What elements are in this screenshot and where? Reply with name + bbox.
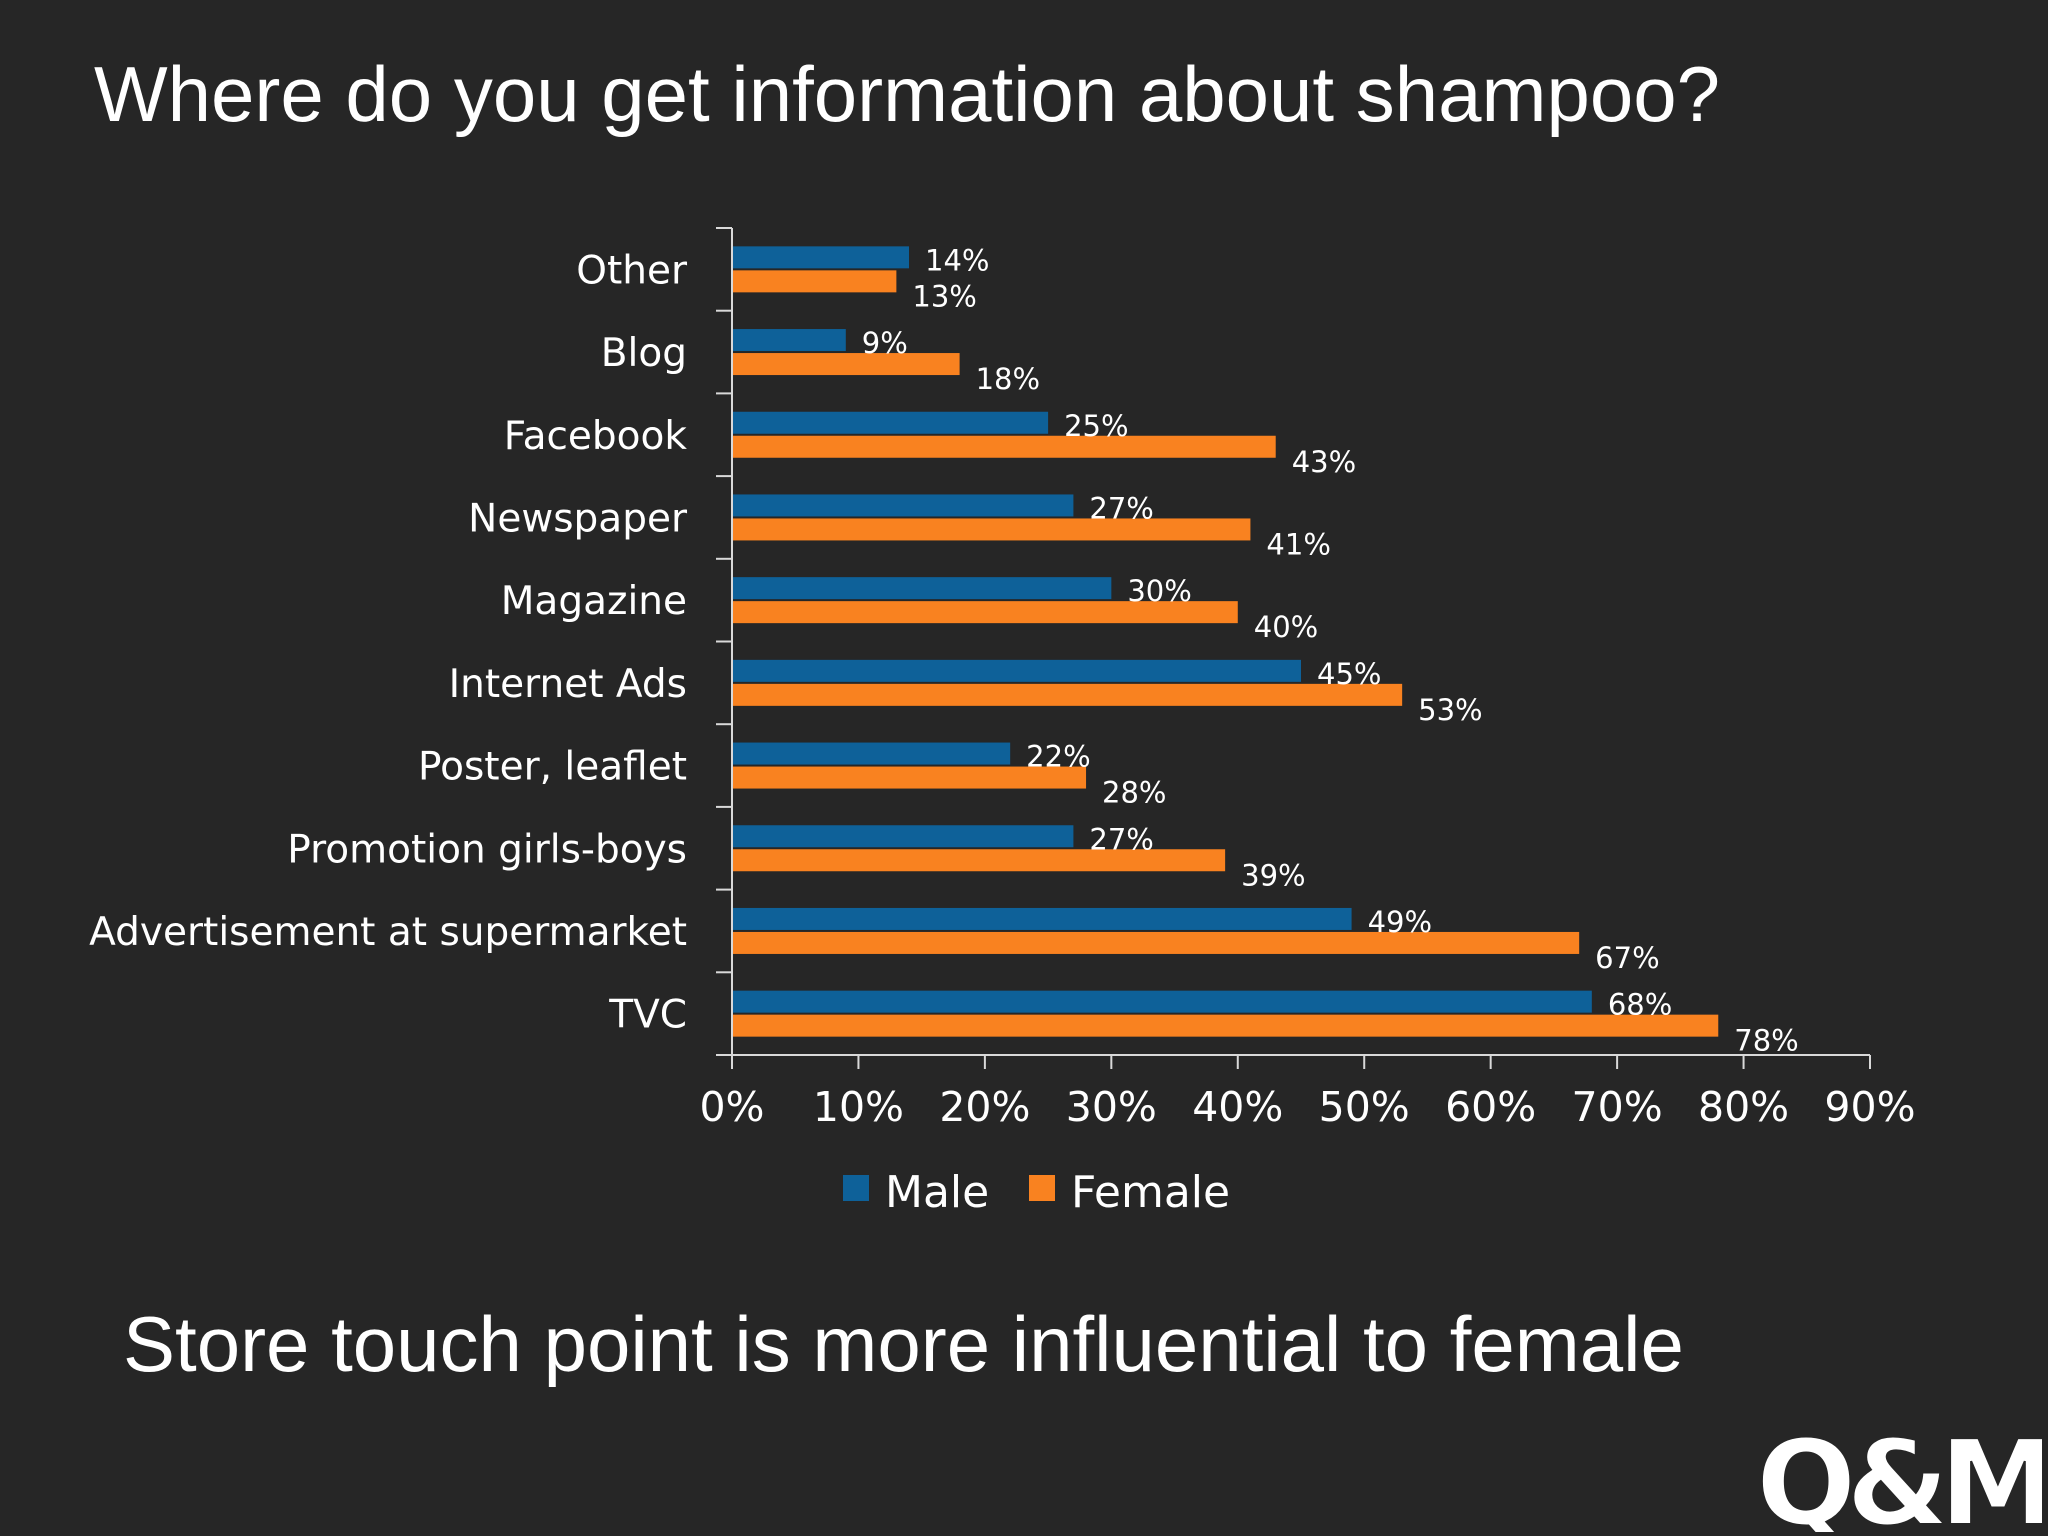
female-legend-swatch bbox=[1029, 1175, 1055, 1201]
bar-chart: 0% 10% 20% 30% 40% 50% 60% 70% 80% 90% Other 14%13… bbox=[89, 227, 1916, 1218]
category-label: Newspaper bbox=[468, 496, 688, 541]
female-data-label: 67% bbox=[1595, 941, 1659, 975]
category-label: Magazine bbox=[501, 579, 687, 624]
female-data-label: 43% bbox=[1292, 445, 1356, 479]
female-data-label: 41% bbox=[1266, 527, 1330, 561]
female-bar bbox=[733, 1014, 1719, 1037]
x-tick-label: 0% bbox=[699, 1083, 764, 1131]
male-legend-label: Male bbox=[885, 1167, 989, 1218]
female-bar bbox=[733, 766, 1087, 789]
female-bar bbox=[733, 270, 897, 293]
male-bar bbox=[733, 742, 1011, 765]
male-bar bbox=[733, 659, 1301, 682]
category-label: Facebook bbox=[504, 414, 688, 459]
female-data-label: 39% bbox=[1241, 858, 1305, 892]
female-bar bbox=[733, 435, 1276, 458]
female-bar bbox=[733, 518, 1251, 541]
male-bar bbox=[733, 246, 910, 269]
category-label: TVC bbox=[608, 993, 687, 1038]
x-tick-label: 60% bbox=[1445, 1083, 1536, 1131]
chart-legend: Male Female bbox=[843, 1167, 1230, 1218]
male-bar bbox=[733, 411, 1049, 434]
female-bar bbox=[733, 353, 960, 376]
category-label: Poster, leaflet bbox=[418, 745, 687, 790]
x-tick-label: 30% bbox=[1066, 1083, 1157, 1131]
female-data-label: 53% bbox=[1418, 693, 1482, 727]
female-bar bbox=[733, 931, 1580, 954]
slide-footer: Store touch point is more influential to… bbox=[123, 1300, 1684, 1388]
male-legend-swatch bbox=[843, 1175, 869, 1201]
male-data-label: 25% bbox=[1064, 409, 1128, 443]
x-tick-label: 40% bbox=[1192, 1083, 1283, 1131]
female-data-label: 13% bbox=[912, 279, 976, 313]
x-tick-label: 70% bbox=[1572, 1083, 1663, 1131]
male-bar bbox=[733, 494, 1074, 517]
logo-text: Q&Me bbox=[1756, 1420, 2042, 1532]
male-data-label: 14% bbox=[925, 243, 989, 277]
female-bar bbox=[733, 601, 1238, 624]
category-label: Blog bbox=[601, 331, 687, 376]
female-data-label: 40% bbox=[1254, 610, 1318, 644]
male-bar bbox=[733, 577, 1112, 600]
female-data-label: 78% bbox=[1734, 1024, 1798, 1058]
x-tick-label: 50% bbox=[1319, 1083, 1410, 1131]
male-data-label: 27% bbox=[1089, 491, 1153, 525]
male-data-label: 22% bbox=[1026, 740, 1090, 774]
male-data-label: 27% bbox=[1089, 822, 1153, 856]
female-bar bbox=[733, 683, 1403, 706]
female-legend-label: Female bbox=[1071, 1167, 1230, 1218]
male-bar bbox=[733, 907, 1352, 930]
female-data-label: 18% bbox=[976, 362, 1040, 396]
x-tick-label: 10% bbox=[813, 1083, 904, 1131]
male-bar bbox=[733, 825, 1074, 848]
female-bar bbox=[733, 849, 1226, 872]
female-data-label: 28% bbox=[1102, 776, 1166, 810]
male-data-label: 49% bbox=[1368, 905, 1432, 939]
q-and-me-logo: Q&Me bbox=[1755, 1420, 2042, 1532]
category-label: Advertisement at supermarket bbox=[89, 910, 687, 955]
category-label: Promotion girls-boys bbox=[287, 827, 687, 872]
male-data-label: 68% bbox=[1608, 988, 1672, 1022]
chart-bars bbox=[733, 246, 1719, 1037]
x-tick-label: 90% bbox=[1824, 1083, 1915, 1131]
category-label: Other bbox=[576, 248, 688, 293]
x-tick-label: 20% bbox=[939, 1083, 1030, 1131]
x-tick-label: 80% bbox=[1698, 1083, 1789, 1131]
male-data-label: 9% bbox=[862, 326, 908, 360]
male-data-label: 30% bbox=[1127, 574, 1191, 608]
male-data-label: 45% bbox=[1317, 657, 1381, 691]
male-bar bbox=[733, 329, 846, 352]
male-bar bbox=[733, 990, 1592, 1013]
chart-axes: 0% 10% 20% 30% 40% 50% 60% 70% 80% 90% bbox=[699, 227, 1916, 1131]
category-label: Internet Ads bbox=[449, 662, 687, 707]
chart-labels: Other 14%13% Blog 9% 18% Facebook 25% 43% Newspa… bbox=[89, 243, 1799, 1057]
slide-title: Where do you get information about shamp… bbox=[94, 50, 1721, 138]
